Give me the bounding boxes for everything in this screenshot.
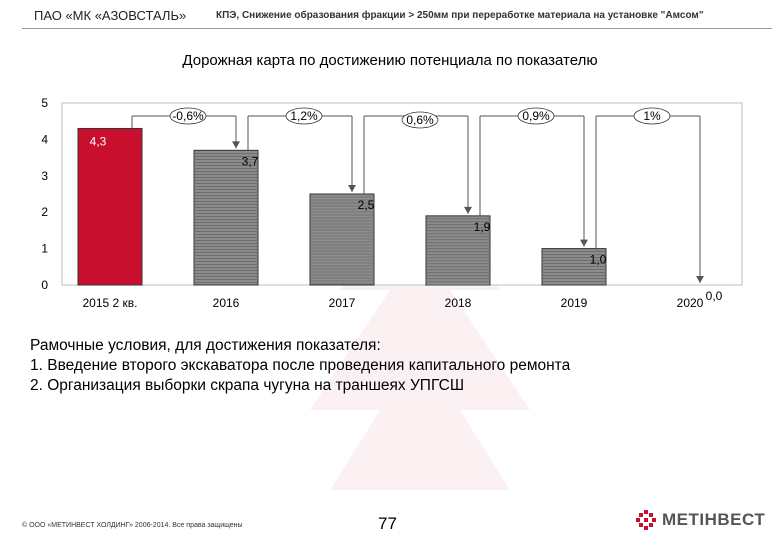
condition-item-2: 2. Организация выборки скрапа чугуна на … — [30, 377, 465, 394]
conditions-heading: Рамочные условия, для достижения показат… — [30, 337, 381, 354]
step-callout — [401, 111, 439, 129]
page-number: 77 — [378, 514, 397, 533]
conditions-block: Рамочные условия, для достижения показат… — [30, 336, 570, 396]
metinvest-logo-icon — [636, 510, 656, 530]
x-tick-label: 2020 — [677, 296, 704, 310]
x-tick-label: 2015 2 кв. — [83, 296, 138, 310]
connector-arrow — [348, 185, 356, 192]
x-tick-label: 2019 — [561, 296, 588, 310]
step-callout — [633, 107, 671, 125]
step-callout — [285, 107, 323, 125]
connector-arrow — [232, 141, 240, 149]
condition-item-1: 1. Введение второго экскаватора после пр… — [30, 357, 571, 374]
data-label: 1,0 — [590, 253, 607, 267]
connector-arrow — [580, 239, 588, 247]
step-label: 1,2% — [290, 109, 318, 123]
y-tick-label: 5 — [41, 96, 48, 110]
header-divider — [22, 28, 772, 29]
logo-text: МЕТІНВЕСТ — [662, 510, 766, 529]
step-label: 1% — [643, 109, 661, 123]
company-name: ПАО «МК «АЗОВСТАЛЬ» — [34, 8, 187, 23]
data-label: 3,7 — [242, 154, 259, 168]
kpi-subtitle: КПЭ, Снижение образования фракции > 250м… — [216, 10, 704, 21]
bar-chart: 0 1 2 3 4 5 4,3 2015 2 кв. 3,7 2016 2,5 2017 1,9 2018… — [41, 96, 743, 310]
connector-arrow — [464, 206, 472, 214]
data-label: 0,0 — [706, 289, 723, 303]
step-label: -0,6% — [172, 109, 204, 123]
y-tick-label: 1 — [41, 242, 48, 256]
data-label: 4,3 — [90, 134, 107, 148]
x-tick-label: 2017 — [329, 296, 356, 310]
step-label: 0,9% — [522, 109, 550, 123]
metinvest-logo: МЕТІНВЕСТ — [636, 510, 765, 530]
x-tick-label: 2018 — [445, 296, 472, 310]
y-tick-label: 3 — [41, 169, 48, 183]
step-label: 0,6% — [406, 113, 434, 127]
data-label: 1,9 — [474, 220, 491, 234]
plot-area — [61, 102, 743, 286]
page-title: Дорожная карта по достижению потенциала … — [182, 52, 598, 69]
connector-arrow — [696, 276, 704, 283]
x-tick-label: 2016 — [213, 296, 240, 310]
bar — [77, 127, 143, 286]
footer-copyright: © ООО «МЕТИНВЕСТ ХОЛДИНГ» 2006-2014. Все… — [22, 522, 243, 529]
y-tick-label: 0 — [41, 278, 48, 292]
step-callout — [517, 107, 555, 125]
bar — [193, 149, 259, 286]
data-label: 2,5 — [358, 198, 375, 212]
step-callout — [169, 107, 207, 125]
y-tick-label: 2 — [41, 205, 48, 219]
y-tick-label: 4 — [41, 132, 48, 146]
